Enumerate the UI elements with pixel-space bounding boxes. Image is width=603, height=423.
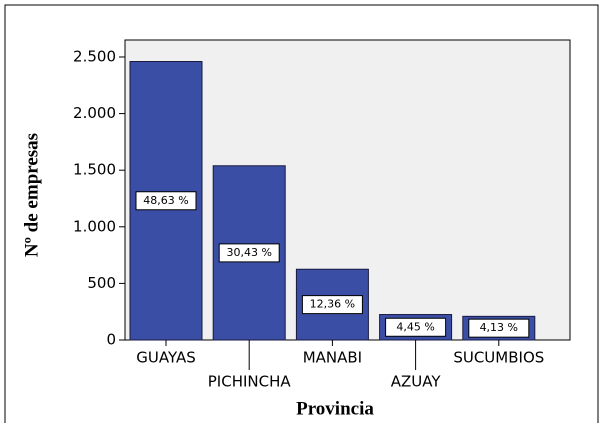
percent-box (385, 317, 447, 337)
percent-box (218, 243, 280, 263)
x-axis-title: Provincia (296, 398, 374, 419)
percent-label: 12,36 % (310, 298, 355, 311)
y-tick-label: 2.000 (73, 104, 116, 122)
percent-label: 4,13 % (480, 321, 518, 334)
frame (4, 4, 599, 423)
y-tick-label: 1.000 (73, 217, 116, 235)
y-tick-label: 2.500 (73, 47, 116, 65)
x-tick-label: SUCUMBIOS (453, 349, 544, 367)
x-tick-label: PICHINCHA (208, 373, 292, 391)
x-tick-label: MANABI (303, 349, 362, 367)
y-tick-label: 500 (87, 274, 116, 292)
x-tick-label: AZUAY (391, 373, 442, 391)
percent-box (301, 295, 363, 315)
y-tick-label: 1.500 (73, 161, 116, 179)
percent-label: 30,43 % (226, 246, 271, 259)
percent-box (135, 191, 197, 211)
percent-label: 4,45 % (396, 320, 434, 333)
percent-box (468, 318, 530, 338)
y-axis-title: Nº de empresas (21, 133, 42, 257)
percent-label: 48,63 % (143, 194, 188, 207)
x-tick-label: GUAYAS (136, 349, 195, 367)
y-tick-label: 0 (106, 331, 116, 349)
